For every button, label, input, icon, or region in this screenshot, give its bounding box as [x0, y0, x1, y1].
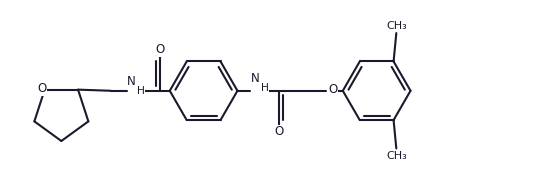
Text: O: O [155, 43, 165, 56]
Text: N: N [251, 72, 260, 85]
Text: N: N [127, 75, 136, 88]
Text: O: O [329, 83, 337, 96]
Text: O: O [37, 82, 47, 95]
Text: H: H [261, 83, 269, 93]
Text: H: H [137, 86, 145, 96]
Text: CH₃: CH₃ [386, 21, 407, 31]
Text: CH₃: CH₃ [386, 151, 407, 161]
Text: O: O [275, 125, 284, 138]
